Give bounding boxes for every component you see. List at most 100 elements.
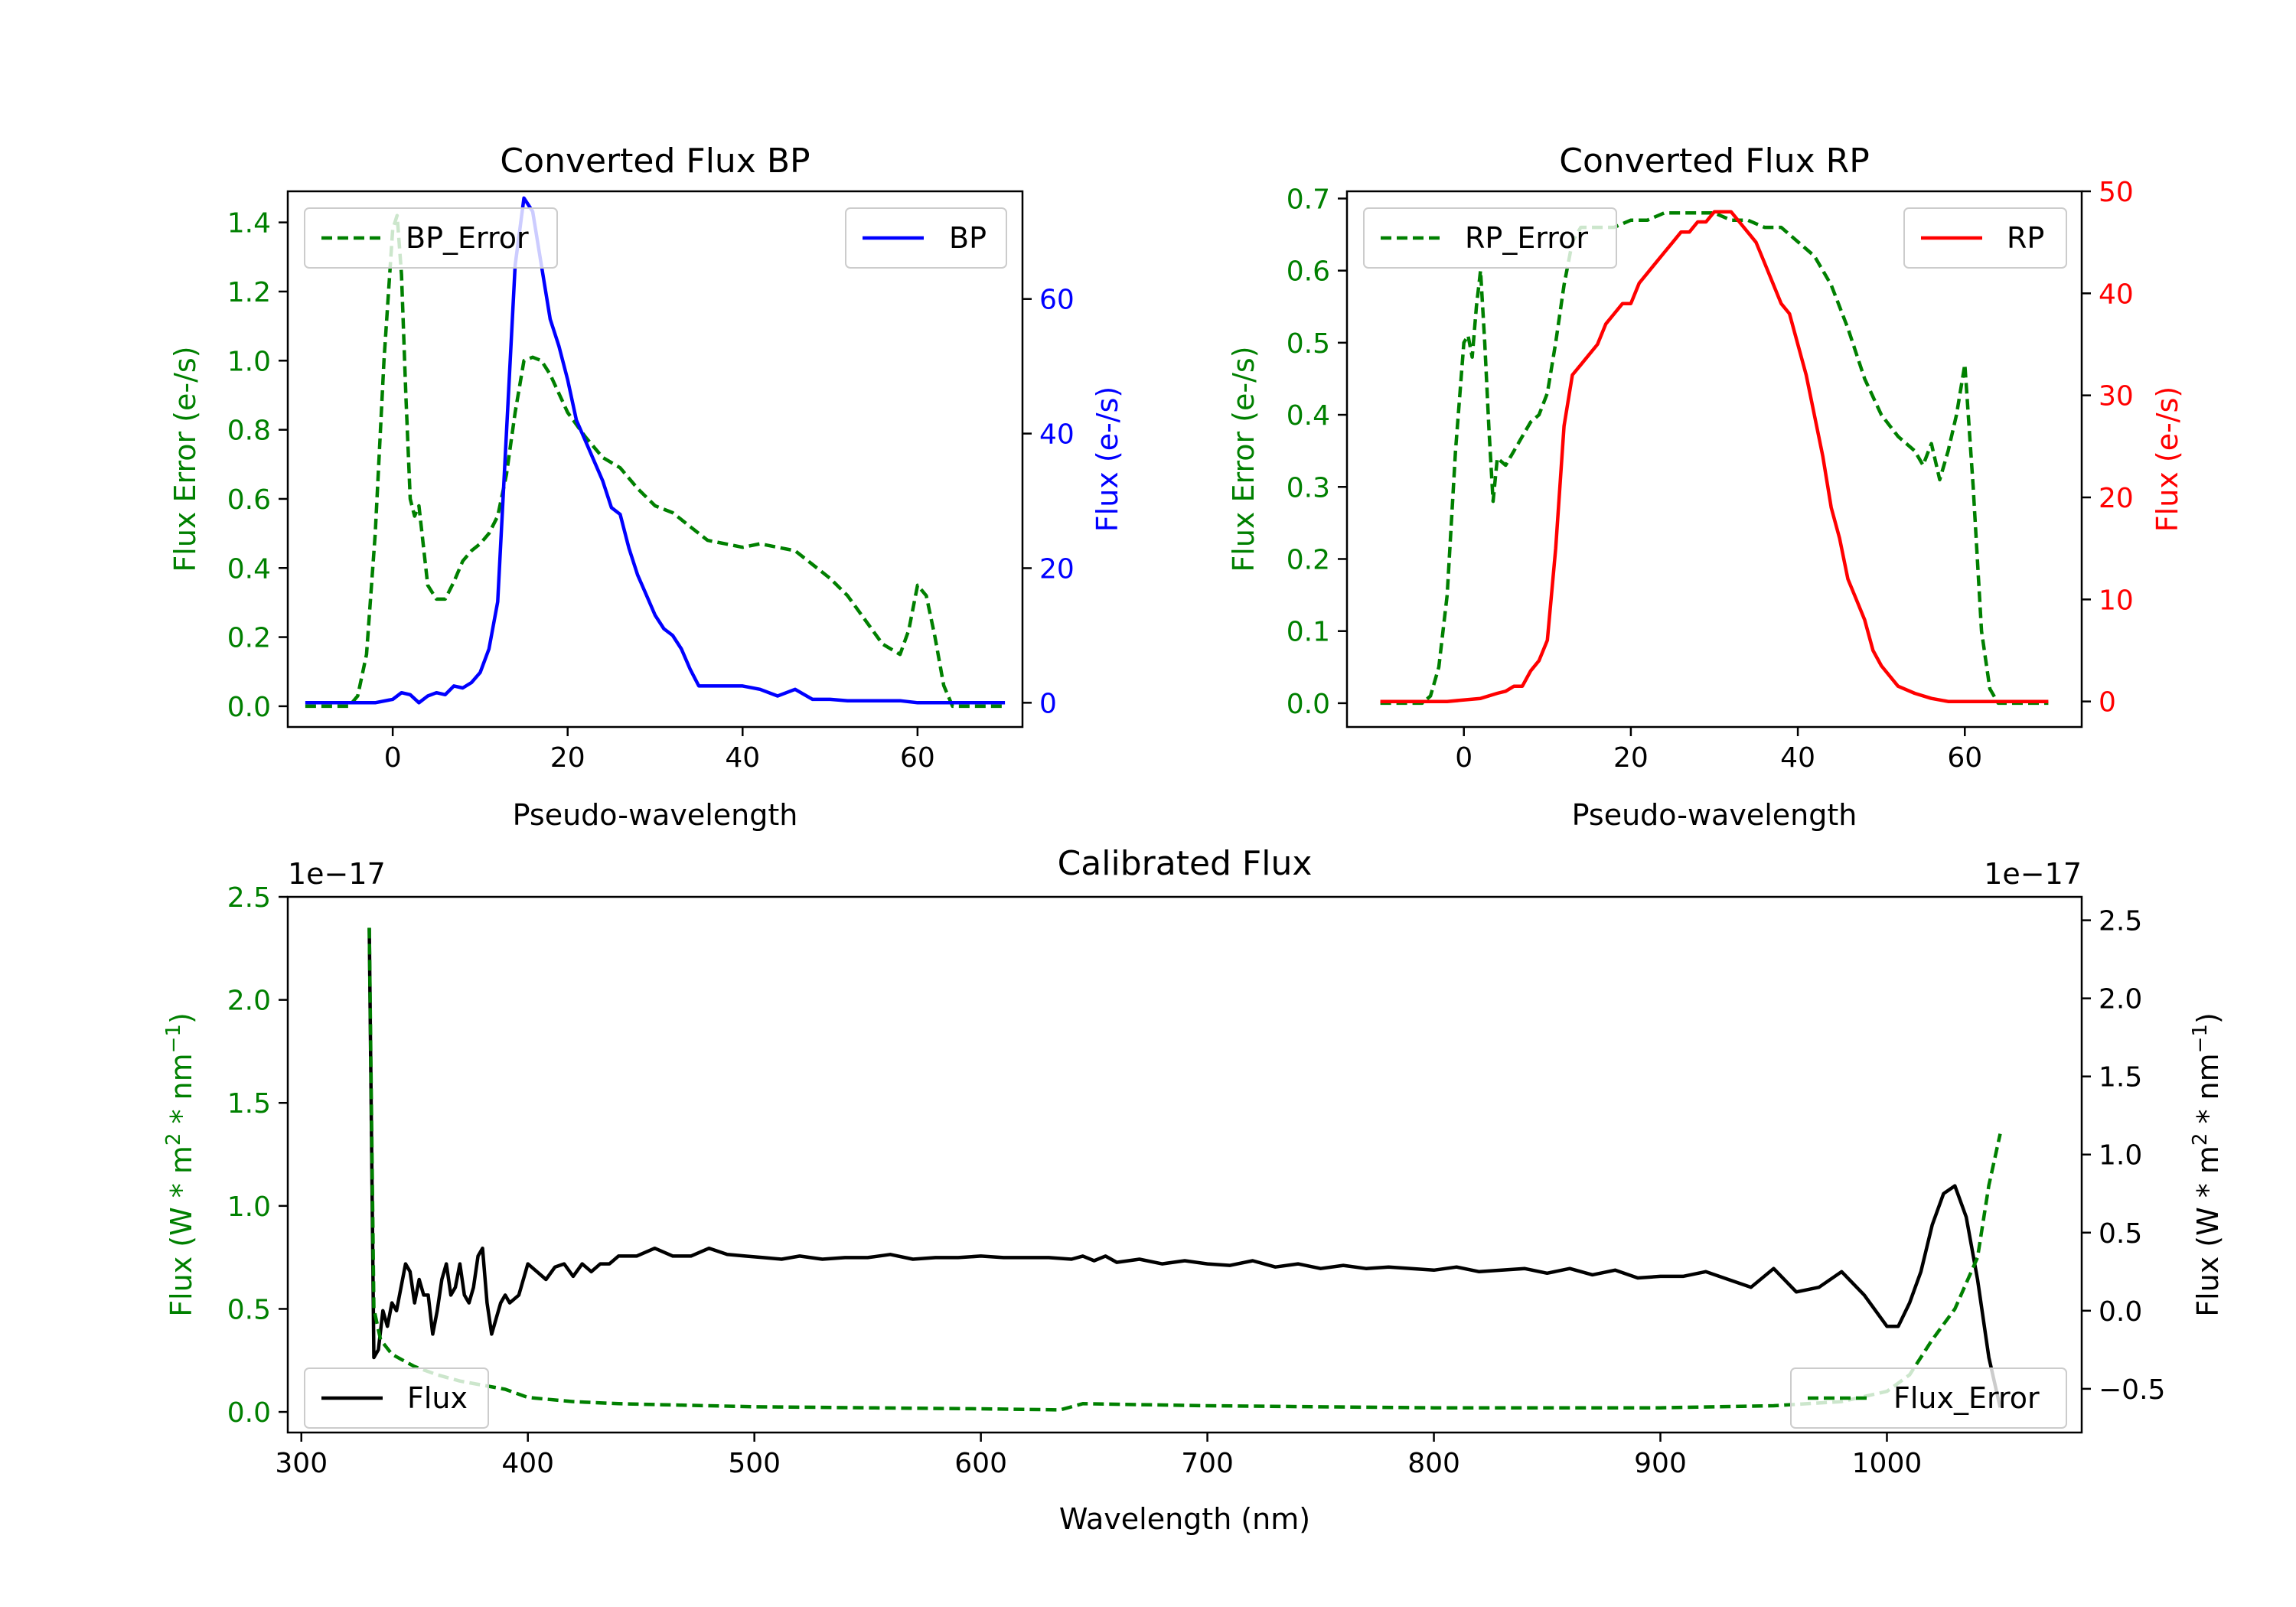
series-line-bp-error [305, 214, 1006, 709]
legend-frame [304, 207, 558, 269]
right-y-axis: 0 20 40 60 [1022, 285, 1075, 719]
left-y-axis: 0.0 0.1 0.2 0.3 0.4 0.5 0.6 0.7 [1287, 184, 1347, 720]
chart-title: Converted Flux RP [1559, 142, 1870, 181]
left-y-tick-label: 0.5 [227, 1294, 271, 1325]
legend-bp: BP [845, 207, 1007, 269]
right-y-tick-label: 30 [2099, 381, 2134, 412]
x-axis: 0 20 40 60 [384, 727, 935, 774]
legend-rp: RP [1903, 207, 2067, 269]
x-tick-label: 60 [1947, 742, 1982, 774]
legend-bp-error: BP_Error [304, 207, 558, 269]
x-tick-label: 700 [1181, 1448, 1234, 1479]
right-y-tick-label: −0.5 [2099, 1374, 2165, 1406]
left-y-tick-label: 0.6 [1287, 256, 1330, 288]
x-tick-label: 800 [1407, 1448, 1460, 1479]
left-y-tick-label: 0.7 [1287, 184, 1330, 215]
right-y-tick-label: 0 [1039, 688, 1057, 719]
left-y-tick-label: 1.2 [227, 277, 271, 308]
x-tick-label: 500 [728, 1448, 781, 1479]
left-y-tick-label: 0.5 [1287, 328, 1330, 360]
legend-label: BP_Error [406, 221, 529, 255]
legend-frame [1363, 207, 1617, 269]
ylabel-superscript: −1 [162, 1024, 185, 1053]
right-y-axis-label: Flux (e-/s) [2151, 386, 2184, 532]
legend-frame [1790, 1367, 2067, 1429]
x-tick-label: 20 [1613, 742, 1649, 774]
right-y-axis: −0.5 0.0 0.5 1.0 1.5 2.0 2.5 [2082, 906, 2165, 1406]
plot-frame [286, 190, 1024, 729]
right-y-tick-label: 40 [1039, 419, 1075, 451]
left-y-axis-label: Flux Error (e-/s) [168, 346, 202, 572]
left-y-tick-label: 0.0 [227, 1397, 271, 1429]
right-y-tick-label: 20 [1039, 553, 1075, 585]
left-y-tick-label: 0.2 [1287, 544, 1330, 575]
x-axis-label: Pseudo-wavelength [1572, 798, 1857, 832]
left-y-tick-label: 0.3 [1287, 472, 1330, 504]
legend-label: Flux [407, 1381, 468, 1415]
legend-label: Flux_Error [1893, 1381, 2040, 1415]
legend-frame [304, 1367, 489, 1429]
right-y-tick-label: 1.5 [2099, 1062, 2142, 1094]
right-y-axis: 0 10 20 30 40 50 [2082, 177, 2134, 719]
right-y-tick-label: 0.5 [2099, 1218, 2142, 1250]
x-tick-label: 40 [1780, 742, 1815, 774]
left-y-axis: 0.0 0.5 1.0 1.5 2.0 2.5 [227, 882, 288, 1429]
x-axis: 0 20 40 60 [1455, 727, 1982, 774]
right-offset-label: 1e−17 [1984, 857, 2082, 891]
series-line-bp [305, 196, 1006, 705]
chart-title: Converted Flux BP [500, 142, 810, 181]
right-y-axis-label: Flux (e-/s) [1091, 386, 1124, 532]
x-axis-label: Pseudo-wavelength [513, 798, 798, 832]
ylabel-superscript: −1 [2189, 1024, 2212, 1053]
left-y-tick-label: 0.1 [1287, 617, 1330, 648]
right-y-tick-label: 1.0 [2099, 1140, 2142, 1172]
right-y-tick-label: 20 [2099, 483, 2134, 514]
series-layer [367, 927, 2002, 1412]
x-tick-label: 300 [275, 1448, 328, 1479]
left-y-tick-label: 0.0 [227, 692, 271, 723]
ylabel-part: Flux (W * m [2191, 1146, 2225, 1317]
left-y-tick-label: 1.4 [227, 208, 271, 240]
left-y-tick-label: 0.2 [227, 623, 271, 654]
x-axis-label: Wavelength (nm) [1059, 1502, 1310, 1536]
plot-frame [286, 895, 2083, 1434]
left-y-axis-label: Flux (W * m2 * nm−1) [162, 1012, 198, 1317]
ylabel-part: * nm [165, 1053, 198, 1133]
right-y-tick-label: 40 [2099, 279, 2134, 310]
legend-frame [1903, 207, 2067, 269]
legend-flux-error: Flux_Error [1790, 1367, 2067, 1429]
x-tick-label: 400 [501, 1448, 554, 1479]
plot-frame [1345, 190, 2083, 729]
left-y-axis-label: Flux Error (e-/s) [1227, 346, 1261, 572]
left-y-tick-label: 0.4 [227, 553, 271, 585]
ylabel-part: * nm [2191, 1053, 2225, 1133]
right-y-tick-label: 0.0 [2099, 1296, 2142, 1328]
right-y-axis-label: Flux (W * m2 * nm−1) [2189, 1012, 2225, 1317]
x-tick-label: 60 [900, 742, 935, 774]
series-line-rp-error [1380, 211, 2049, 706]
left-offset-label: 1e−17 [288, 857, 386, 891]
x-tick-label: 0 [384, 742, 402, 774]
right-y-tick-label: 0 [2099, 687, 2116, 719]
left-y-tick-label: 1.0 [227, 1191, 271, 1223]
legend-frame [845, 207, 1007, 269]
legend-label: BP [949, 221, 987, 255]
x-tick-label: 0 [1455, 742, 1473, 774]
series-layer [305, 196, 1006, 709]
right-y-tick-label: 2.5 [2099, 906, 2142, 937]
left-y-tick-label: 1.0 [227, 346, 271, 377]
ylabel-superscript: 2 [162, 1133, 185, 1146]
x-tick-label: 600 [954, 1448, 1007, 1479]
chart-bp: Converted Flux BP 0 20 40 60 0.00.20.40.60.… [168, 142, 1124, 832]
x-tick-label: 20 [550, 742, 585, 774]
x-tick-label: 900 [1634, 1448, 1687, 1479]
legend-label: RP [2007, 221, 2044, 255]
left-y-axis: 0.0 0.2 0.4 0.6 0.8 1.0 1.2 1.4 [227, 208, 288, 723]
right-y-tick-label: 2.0 [2099, 984, 2142, 1015]
left-y-tick-label: 0.0 [1287, 689, 1330, 720]
ylabel-part: ) [165, 1012, 198, 1024]
ylabel-part: ) [2191, 1012, 2225, 1024]
legend-label: RP_Error [1465, 221, 1588, 255]
left-y-tick-label: 2.0 [227, 986, 271, 1017]
